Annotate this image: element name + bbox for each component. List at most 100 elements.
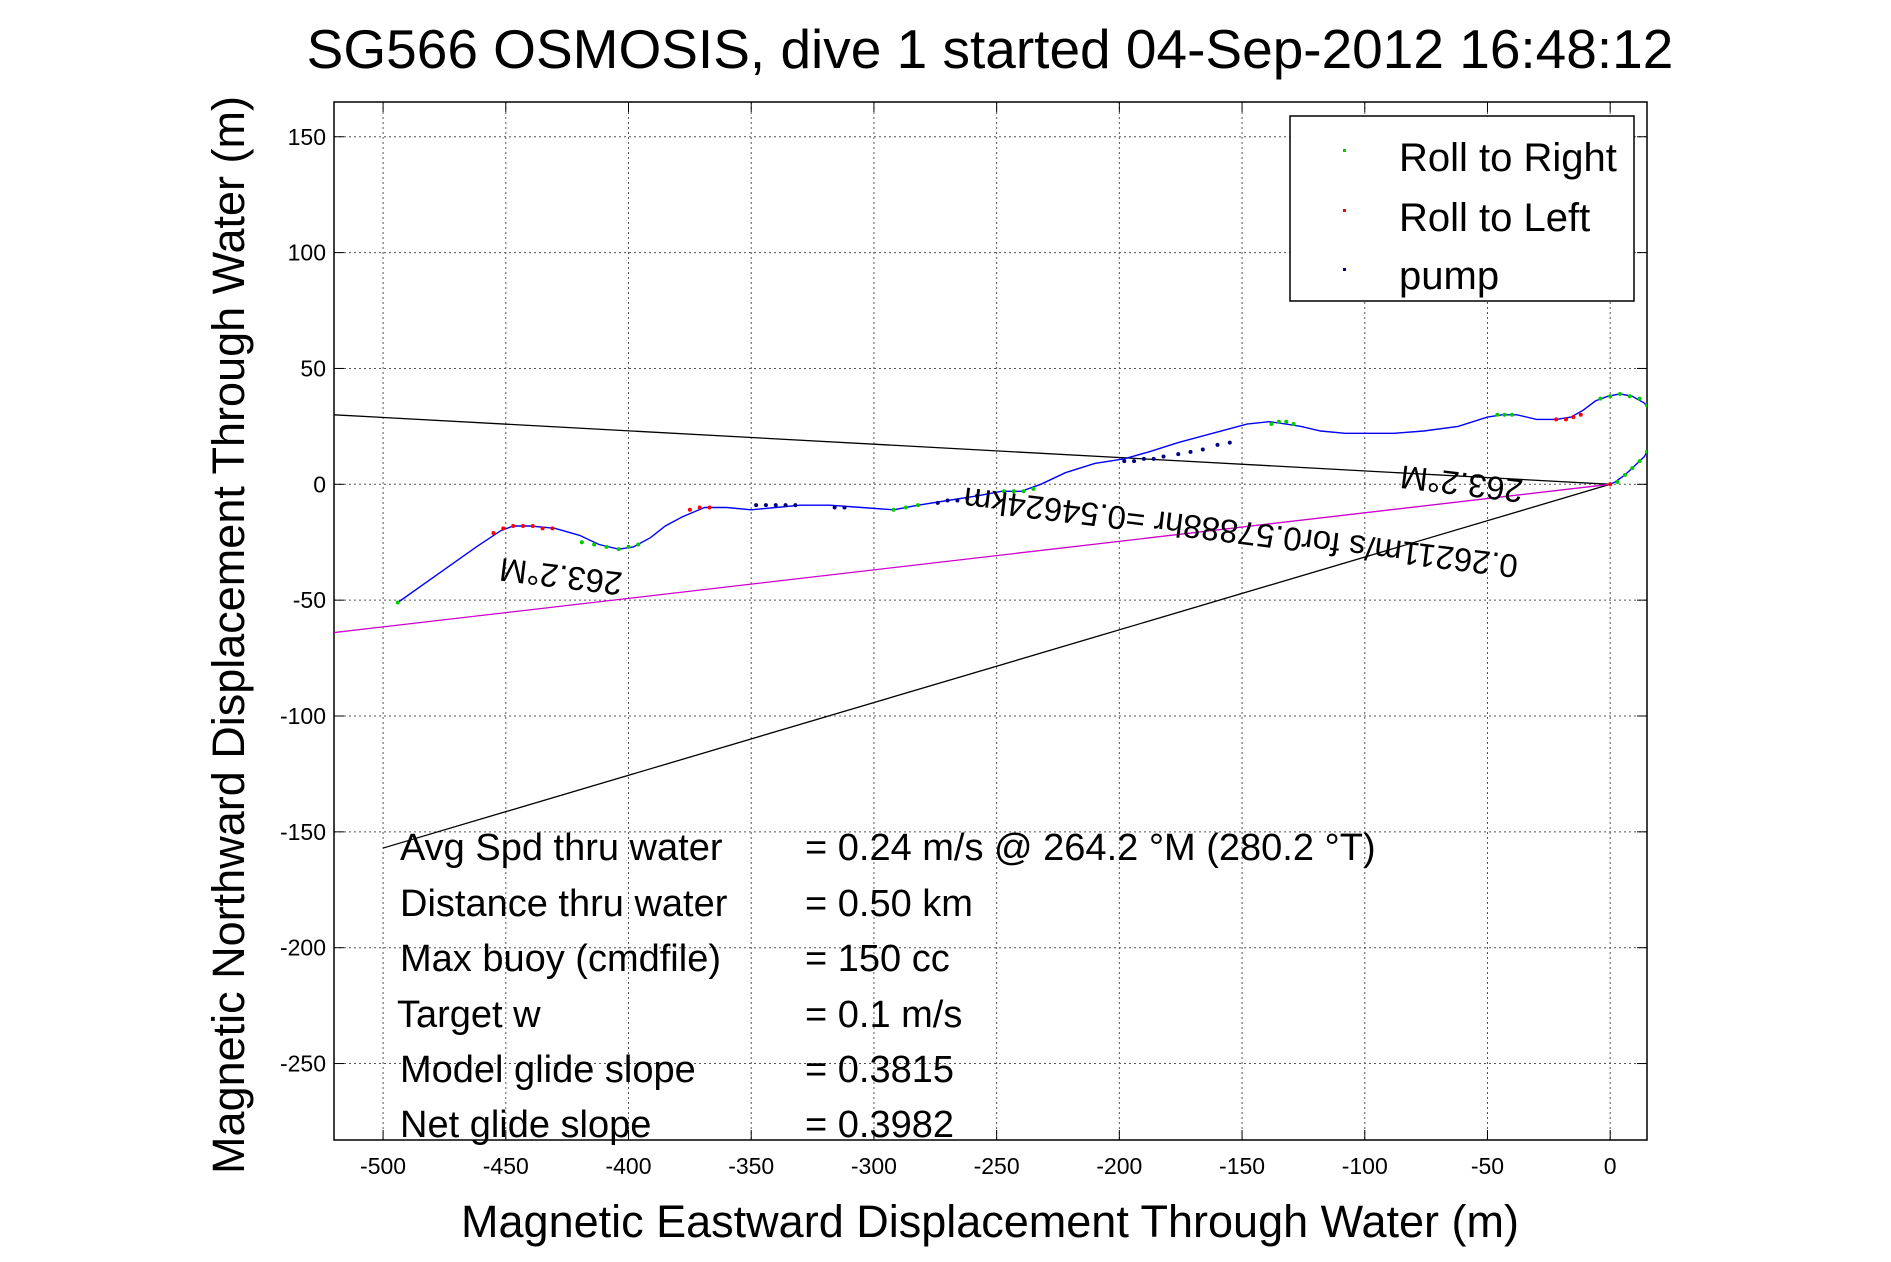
stat-label: Max buoy (cmdfile) xyxy=(400,938,721,980)
x-tick-label: -100 xyxy=(1342,1153,1388,1179)
stat-value: = 0.24 m/s @ 264.2 °M (280.2 °T) xyxy=(805,827,1376,869)
grid-lines xyxy=(334,102,1647,1140)
x-tick-label: -250 xyxy=(974,1153,1020,1179)
roll-right-point xyxy=(1284,419,1289,424)
pump-point xyxy=(783,503,788,508)
stat-value: = 0.3815 xyxy=(805,1049,954,1091)
roll-right-point xyxy=(626,544,631,549)
roll-right-point xyxy=(1011,489,1016,494)
roll-right-point xyxy=(1031,486,1036,491)
pump-point xyxy=(1188,449,1193,454)
y-tick-label: -200 xyxy=(280,935,326,961)
roll-right-point xyxy=(1650,415,1654,419)
x-tick-label: -200 xyxy=(1096,1153,1142,1179)
roll-right-point xyxy=(1276,419,1281,424)
legend-marker-roll-right xyxy=(1343,149,1346,152)
y-tick-label: 0 xyxy=(313,471,326,497)
roll-left-point xyxy=(520,524,525,529)
roll-right-point xyxy=(395,600,400,605)
roll-left-point xyxy=(501,526,506,531)
roll-left-point xyxy=(1608,482,1613,487)
legend-item-pump: pump xyxy=(1343,254,1499,298)
pump-point xyxy=(773,503,778,508)
stat-label: Avg Spd thru water xyxy=(400,827,723,869)
y-tick-label: 150 xyxy=(288,124,326,150)
roll-right-point xyxy=(1510,412,1515,417)
reference-line xyxy=(382,483,1611,849)
stat-value: = 0.1 m/s xyxy=(805,994,962,1036)
roll-left-point xyxy=(540,526,545,531)
legend-item-roll-left: Roll to Left xyxy=(1343,196,1590,240)
pump-point xyxy=(793,503,798,508)
legend-marker-pump xyxy=(1343,268,1346,271)
x-tick-label: 0 xyxy=(1604,1153,1617,1179)
y-tick-label: 50 xyxy=(300,355,326,381)
roll-left-point xyxy=(491,530,496,535)
x-tick-label: -300 xyxy=(851,1153,897,1179)
y-tick-label: -50 xyxy=(293,587,326,613)
stat-label: Target w xyxy=(397,994,541,1036)
x-tick-label: -50 xyxy=(1471,1153,1504,1179)
y-tick-label: -100 xyxy=(280,703,326,729)
roll-right-point xyxy=(1291,422,1296,427)
stat-value: = 150 cc xyxy=(805,938,950,980)
pump-point xyxy=(955,498,960,503)
legend: Roll to Right Roll to Left pump xyxy=(1289,115,1635,302)
roll-right-point xyxy=(1645,403,1647,408)
pump-point xyxy=(1132,459,1137,464)
roll-right-point xyxy=(1637,396,1642,401)
pump-point xyxy=(935,500,940,505)
x-tick-label: -500 xyxy=(360,1153,406,1179)
roll-left-point xyxy=(550,526,555,531)
pump-point xyxy=(763,503,768,508)
roll-right-point xyxy=(1001,489,1006,494)
roll-right-point xyxy=(1615,479,1620,484)
x-tick-label: -450 xyxy=(483,1153,529,1179)
pump-point xyxy=(945,498,950,503)
heading-annotation: 263.2°M xyxy=(497,551,624,603)
x-axis-title: Magnetic Eastward Displacement Through W… xyxy=(461,1196,1519,1247)
roll-right-point xyxy=(903,505,908,510)
roll-right-point xyxy=(1269,422,1274,427)
pump-point xyxy=(754,503,759,508)
axis-ticks: -500 -450 -400 -350 -300 -250 -200 -150 -100 -50 0… xyxy=(280,102,1647,1179)
stat-label: Net glide slope xyxy=(400,1104,651,1146)
roll-right-point xyxy=(916,503,921,508)
x-tick-label: -350 xyxy=(728,1153,774,1179)
roll-right-point xyxy=(579,540,584,545)
pump-point xyxy=(1227,440,1232,445)
stat-label: Model glide slope xyxy=(400,1049,696,1091)
legend-label-roll-right: Roll to Right xyxy=(1399,136,1617,180)
y-tick-label: -150 xyxy=(280,819,326,845)
pump-point xyxy=(1122,459,1127,464)
roll-right-point xyxy=(1630,466,1635,471)
x-tick-label: -150 xyxy=(1219,1153,1265,1179)
pump-point xyxy=(975,493,980,498)
legend-marker-roll-left xyxy=(1343,209,1346,212)
roll-right-point xyxy=(1021,489,1026,494)
roll-right-point xyxy=(1627,394,1632,399)
roll-right-point xyxy=(616,547,621,552)
heading-annotation: 263.2°M xyxy=(1398,458,1525,510)
roll-left-point xyxy=(530,524,535,529)
plot-area xyxy=(333,101,1648,1141)
track-series xyxy=(395,391,1654,605)
pump-point xyxy=(1215,442,1220,447)
pump-point xyxy=(1176,452,1181,457)
roll-right-point xyxy=(1645,449,1647,454)
roll-left-point xyxy=(1554,417,1559,422)
track-line xyxy=(397,393,1647,604)
roll-right-point xyxy=(1622,473,1627,478)
roll-right-point xyxy=(1495,412,1500,417)
x-tick-label: -400 xyxy=(605,1153,651,1179)
legend-box xyxy=(1289,115,1635,302)
pump-point xyxy=(1141,456,1146,461)
reference-lines xyxy=(334,414,1611,849)
roll-right-point xyxy=(1650,438,1654,442)
stat-value: = 0.3982 xyxy=(805,1104,954,1146)
y-tick-label: -250 xyxy=(280,1051,326,1077)
roll-right-point xyxy=(604,544,609,549)
roll-right-point xyxy=(1608,394,1613,399)
reference-line xyxy=(334,483,1611,634)
